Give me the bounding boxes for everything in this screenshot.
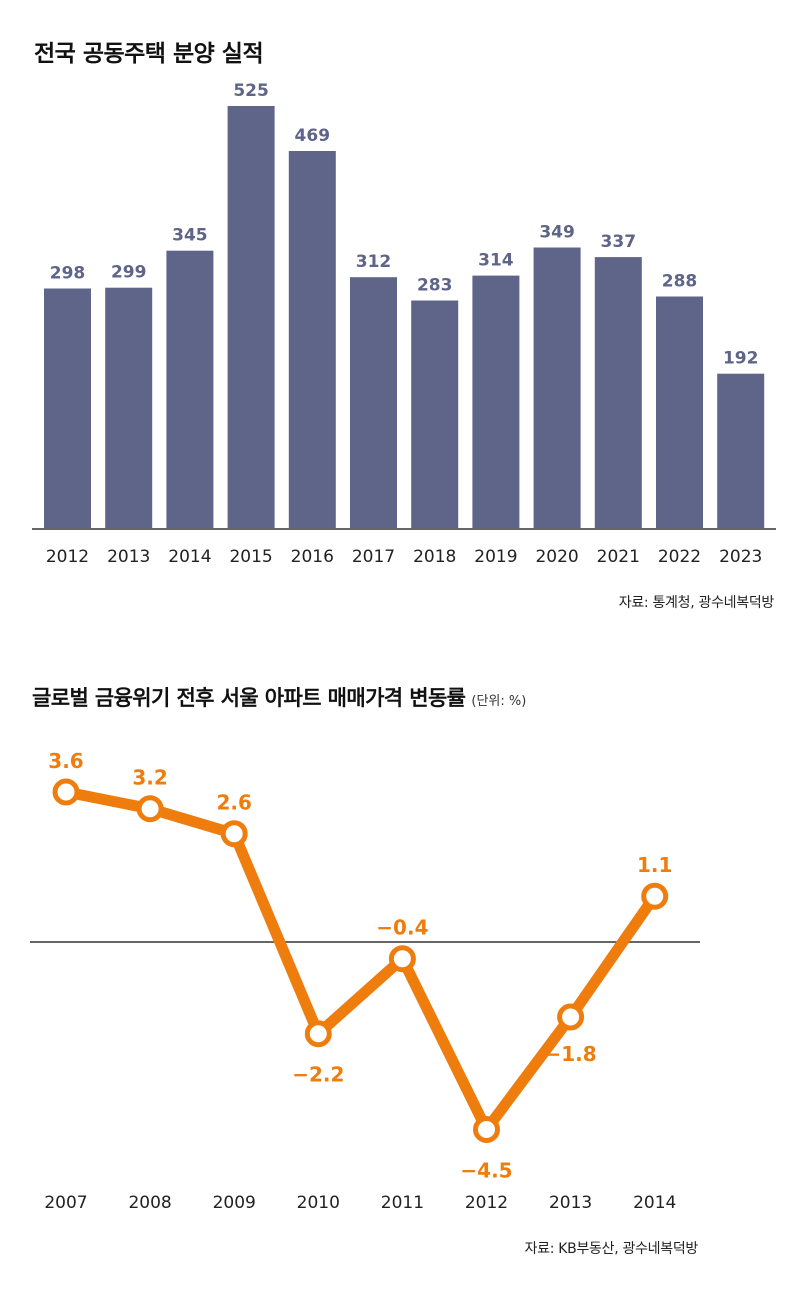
bar-2020: [533, 247, 581, 528]
x-tick-label: 2021: [597, 547, 640, 567]
point-value-label: 3.6: [48, 749, 83, 773]
line-chart-header: 글로벌 금융위기 전후 서울 아파트 매매가격 변동률 (단위: %): [32, 682, 526, 712]
x-tick-label: 2020: [535, 547, 578, 567]
x-tick-label: 2012: [46, 547, 89, 567]
bar-value-label: 288: [662, 272, 698, 292]
bar-value-label: 298: [50, 264, 86, 284]
point-value-label: −0.4: [376, 916, 428, 940]
bar-value-label: 283: [417, 276, 453, 296]
point-value-label: 1.1: [637, 853, 672, 877]
x-tick-label: 2014: [168, 547, 211, 567]
data-point-2012: [473, 1116, 500, 1143]
x-tick-label: 2010: [297, 1193, 340, 1213]
data-point-2010: [304, 1020, 332, 1048]
data-point-2014: [641, 882, 669, 910]
x-tick-label: 2013: [549, 1193, 592, 1213]
data-point-2007: [52, 778, 80, 806]
bar-2015: [227, 106, 275, 528]
point-value-label: 2.6: [216, 791, 251, 815]
bar-value-label: 349: [539, 223, 575, 243]
x-tick-label: 2014: [633, 1193, 676, 1213]
bar-2014: [166, 250, 214, 528]
bar-value-label: 299: [111, 263, 147, 283]
x-tick-label: 2022: [658, 547, 701, 567]
bar-value-label: 312: [356, 252, 392, 272]
x-tick-label: 2017: [352, 547, 395, 567]
x-tick-label: 2019: [474, 547, 517, 567]
point-value-label: 3.2: [132, 766, 167, 790]
bar-2016: [288, 151, 336, 528]
bar-chart: 298 2012 299 2013 345 2014 525 2015 469 2016 312 20…: [32, 81, 776, 567]
data-point-2013: [557, 1003, 585, 1031]
x-tick-label: 2018: [413, 547, 456, 567]
bar-2022: [656, 296, 703, 528]
x-tick-label: 2007: [44, 1193, 87, 1213]
bar-value-label: 314: [478, 251, 514, 271]
x-tick-label: 2023: [719, 547, 762, 567]
x-tick-label: 2015: [229, 547, 272, 567]
bar-value-label: 337: [601, 232, 637, 252]
x-tick-label: 2008: [128, 1193, 171, 1213]
bar-2013: [105, 287, 153, 528]
x-tick-label: 2013: [107, 547, 150, 567]
x-tick-label: 2016: [291, 547, 334, 567]
bar-value-label: 525: [233, 81, 269, 101]
x-tick-label: 2011: [381, 1193, 424, 1213]
bar-chart-title: 전국 공동주택 분양 실적: [34, 41, 264, 67]
data-point-2008: [136, 795, 164, 823]
point-value-label: −4.5: [460, 1159, 512, 1183]
series-line: [60, 786, 661, 1135]
data-point-2009: [220, 820, 248, 848]
line-chart-source: 자료: KB부동산, 광수네복덕방: [524, 1241, 699, 1257]
bar-chart-source: 자료: 통계청, 광수네복덕방: [618, 595, 775, 611]
x-tick-label: 2009: [213, 1193, 256, 1213]
data-point-2011: [388, 945, 416, 973]
point-value-label: −2.2: [292, 1063, 344, 1087]
bar-value-label: 192: [723, 349, 759, 369]
point-value-label: −1.8: [545, 1042, 597, 1066]
bar-2018: [411, 300, 459, 528]
line-chart-unit: (단위: %): [471, 694, 527, 709]
bar-2021: [594, 257, 642, 528]
bar-2017: [350, 277, 397, 528]
line-chart-title: 글로벌 금융위기 전후 서울 아파트 매매가격 변동률: [32, 686, 466, 710]
bar-value-label: 345: [172, 226, 208, 246]
bar-value-label: 469: [295, 126, 331, 146]
bar-2019: [472, 275, 520, 528]
bar-2023: [717, 373, 765, 528]
bar-2012: [44, 288, 91, 528]
x-tick-label: 2012: [465, 1193, 508, 1213]
